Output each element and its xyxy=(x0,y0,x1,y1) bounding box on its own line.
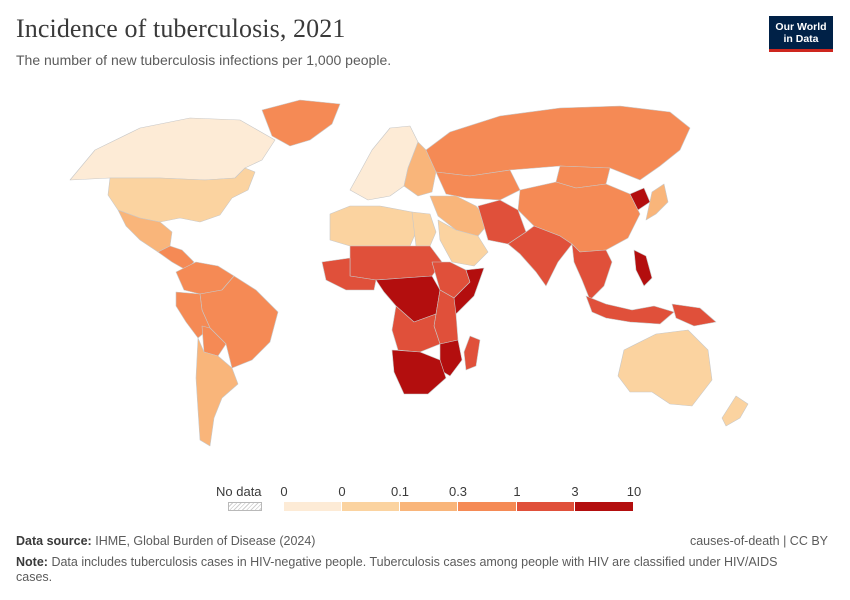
region-papua-new-guinea[interactable] xyxy=(671,303,717,327)
legend-tick-label: 1 xyxy=(513,484,521,499)
region-middle-east[interactable] xyxy=(429,195,491,237)
world-map[interactable] xyxy=(0,84,850,474)
region-southern-cone[interactable] xyxy=(195,337,239,447)
legend-no-data-swatch[interactable] xyxy=(228,502,262,511)
region-madagascar[interactable] xyxy=(463,335,481,371)
region-russia[interactable] xyxy=(425,105,691,181)
note-text: Data includes tuberculosis cases in HIV-… xyxy=(16,555,778,584)
footer-note: Note: Data includes tuberculosis cases i… xyxy=(16,555,816,585)
logo-line-1: Our World xyxy=(775,21,827,33)
legend-bin-1[interactable] xyxy=(342,502,400,511)
region-kazakhstan[interactable] xyxy=(435,169,521,201)
legend-tick-label: 0.1 xyxy=(390,484,410,499)
legend-bin-5[interactable] xyxy=(575,502,634,511)
region-egypt[interactable] xyxy=(411,211,437,247)
legend-tick-label: 0 xyxy=(338,484,346,499)
chart-title: Incidence of tuberculosis, 2021 xyxy=(16,14,346,43)
region-greenland[interactable] xyxy=(261,99,341,147)
legend-tick-label: 10 xyxy=(626,484,642,499)
legend-bin-0[interactable] xyxy=(284,502,342,511)
legend-no-data-label: No data xyxy=(216,484,262,499)
legend-bin-2[interactable] xyxy=(400,502,458,511)
legend-tick-label: 0 xyxy=(280,484,288,499)
color-legend: No data 0 0 0.1 0.3 1 3 10 xyxy=(0,480,850,520)
legend-tick-label: 3 xyxy=(571,484,579,499)
logo-line-2: in Data xyxy=(783,33,819,45)
legend-bin-3[interactable] xyxy=(458,502,517,511)
legend-tick-label: 0.3 xyxy=(448,484,468,499)
source-text[interactable]: IHME, Global Burden of Disease (2024) xyxy=(95,534,316,548)
credit-line[interactable]: causes-of-death | CC BY xyxy=(689,534,828,548)
region-new-zealand[interactable] xyxy=(721,395,749,427)
legend-bin-4[interactable] xyxy=(517,502,575,511)
region-australia[interactable] xyxy=(617,329,713,407)
owid-logo[interactable]: Our World in Data xyxy=(769,16,833,52)
region-southern-africa[interactable] xyxy=(391,349,447,395)
region-japan[interactable] xyxy=(645,183,669,221)
chart-subtitle: The number of new tuberculosis infection… xyxy=(16,52,392,68)
data-source: Data source: IHME, Global Burden of Dise… xyxy=(16,534,315,548)
region-west-africa[interactable] xyxy=(321,257,377,291)
region-indonesia[interactable] xyxy=(585,295,675,325)
region-sahel[interactable] xyxy=(349,245,443,281)
region-saudi-arabia[interactable] xyxy=(437,219,489,267)
note-label: Note: xyxy=(16,555,48,569)
region-philippines[interactable] xyxy=(633,249,653,287)
region-bolivia[interactable] xyxy=(201,325,227,357)
source-label: Data source: xyxy=(16,534,92,548)
region-central-america[interactable] xyxy=(157,245,195,271)
region-north-africa[interactable] xyxy=(329,205,417,247)
region-southeast-asia[interactable] xyxy=(571,243,613,301)
region-india[interactable] xyxy=(507,225,573,287)
region-central-africa[interactable] xyxy=(375,275,441,323)
